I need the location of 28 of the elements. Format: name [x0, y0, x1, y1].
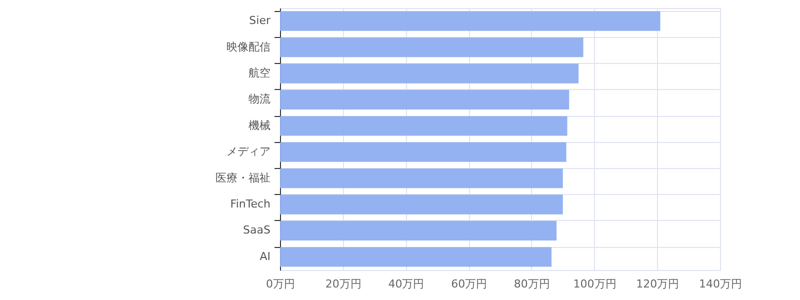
x-tick-label: 140万円	[699, 278, 742, 290]
bar	[280, 37, 584, 58]
bar	[280, 64, 579, 84]
x-tick-label: 100万円	[573, 278, 616, 290]
bar	[280, 116, 568, 136]
x-tick-label: 60万円	[451, 278, 488, 290]
bar	[280, 220, 557, 241]
x-tick-label: 40万円	[388, 278, 424, 290]
bar	[280, 90, 570, 110]
y-tick-label: 医療・福祉	[216, 171, 270, 184]
y-tick-label: 物流	[248, 92, 270, 106]
bar	[280, 194, 563, 214]
y-tick-label: 映像配信	[226, 40, 270, 54]
bar	[280, 168, 563, 188]
bar	[280, 11, 660, 31]
x-tick-label: 20万円	[325, 278, 362, 290]
y-tick-label: AI	[260, 250, 270, 263]
y-tick-label: Sier	[249, 14, 271, 28]
x-tick-label: 80万円	[514, 278, 550, 290]
y-tick-label: 航空	[248, 66, 270, 80]
y-tick-label: SaaS	[243, 224, 271, 237]
bar	[280, 142, 566, 162]
x-tick-label: 120万円	[636, 278, 680, 290]
y-tick-label: FinTech	[230, 198, 271, 210]
y-tick-label: メディア	[226, 145, 270, 158]
y-tick-label: 機械	[248, 118, 270, 132]
x-tick-label: 0万円	[266, 278, 295, 290]
bar	[280, 247, 552, 267]
